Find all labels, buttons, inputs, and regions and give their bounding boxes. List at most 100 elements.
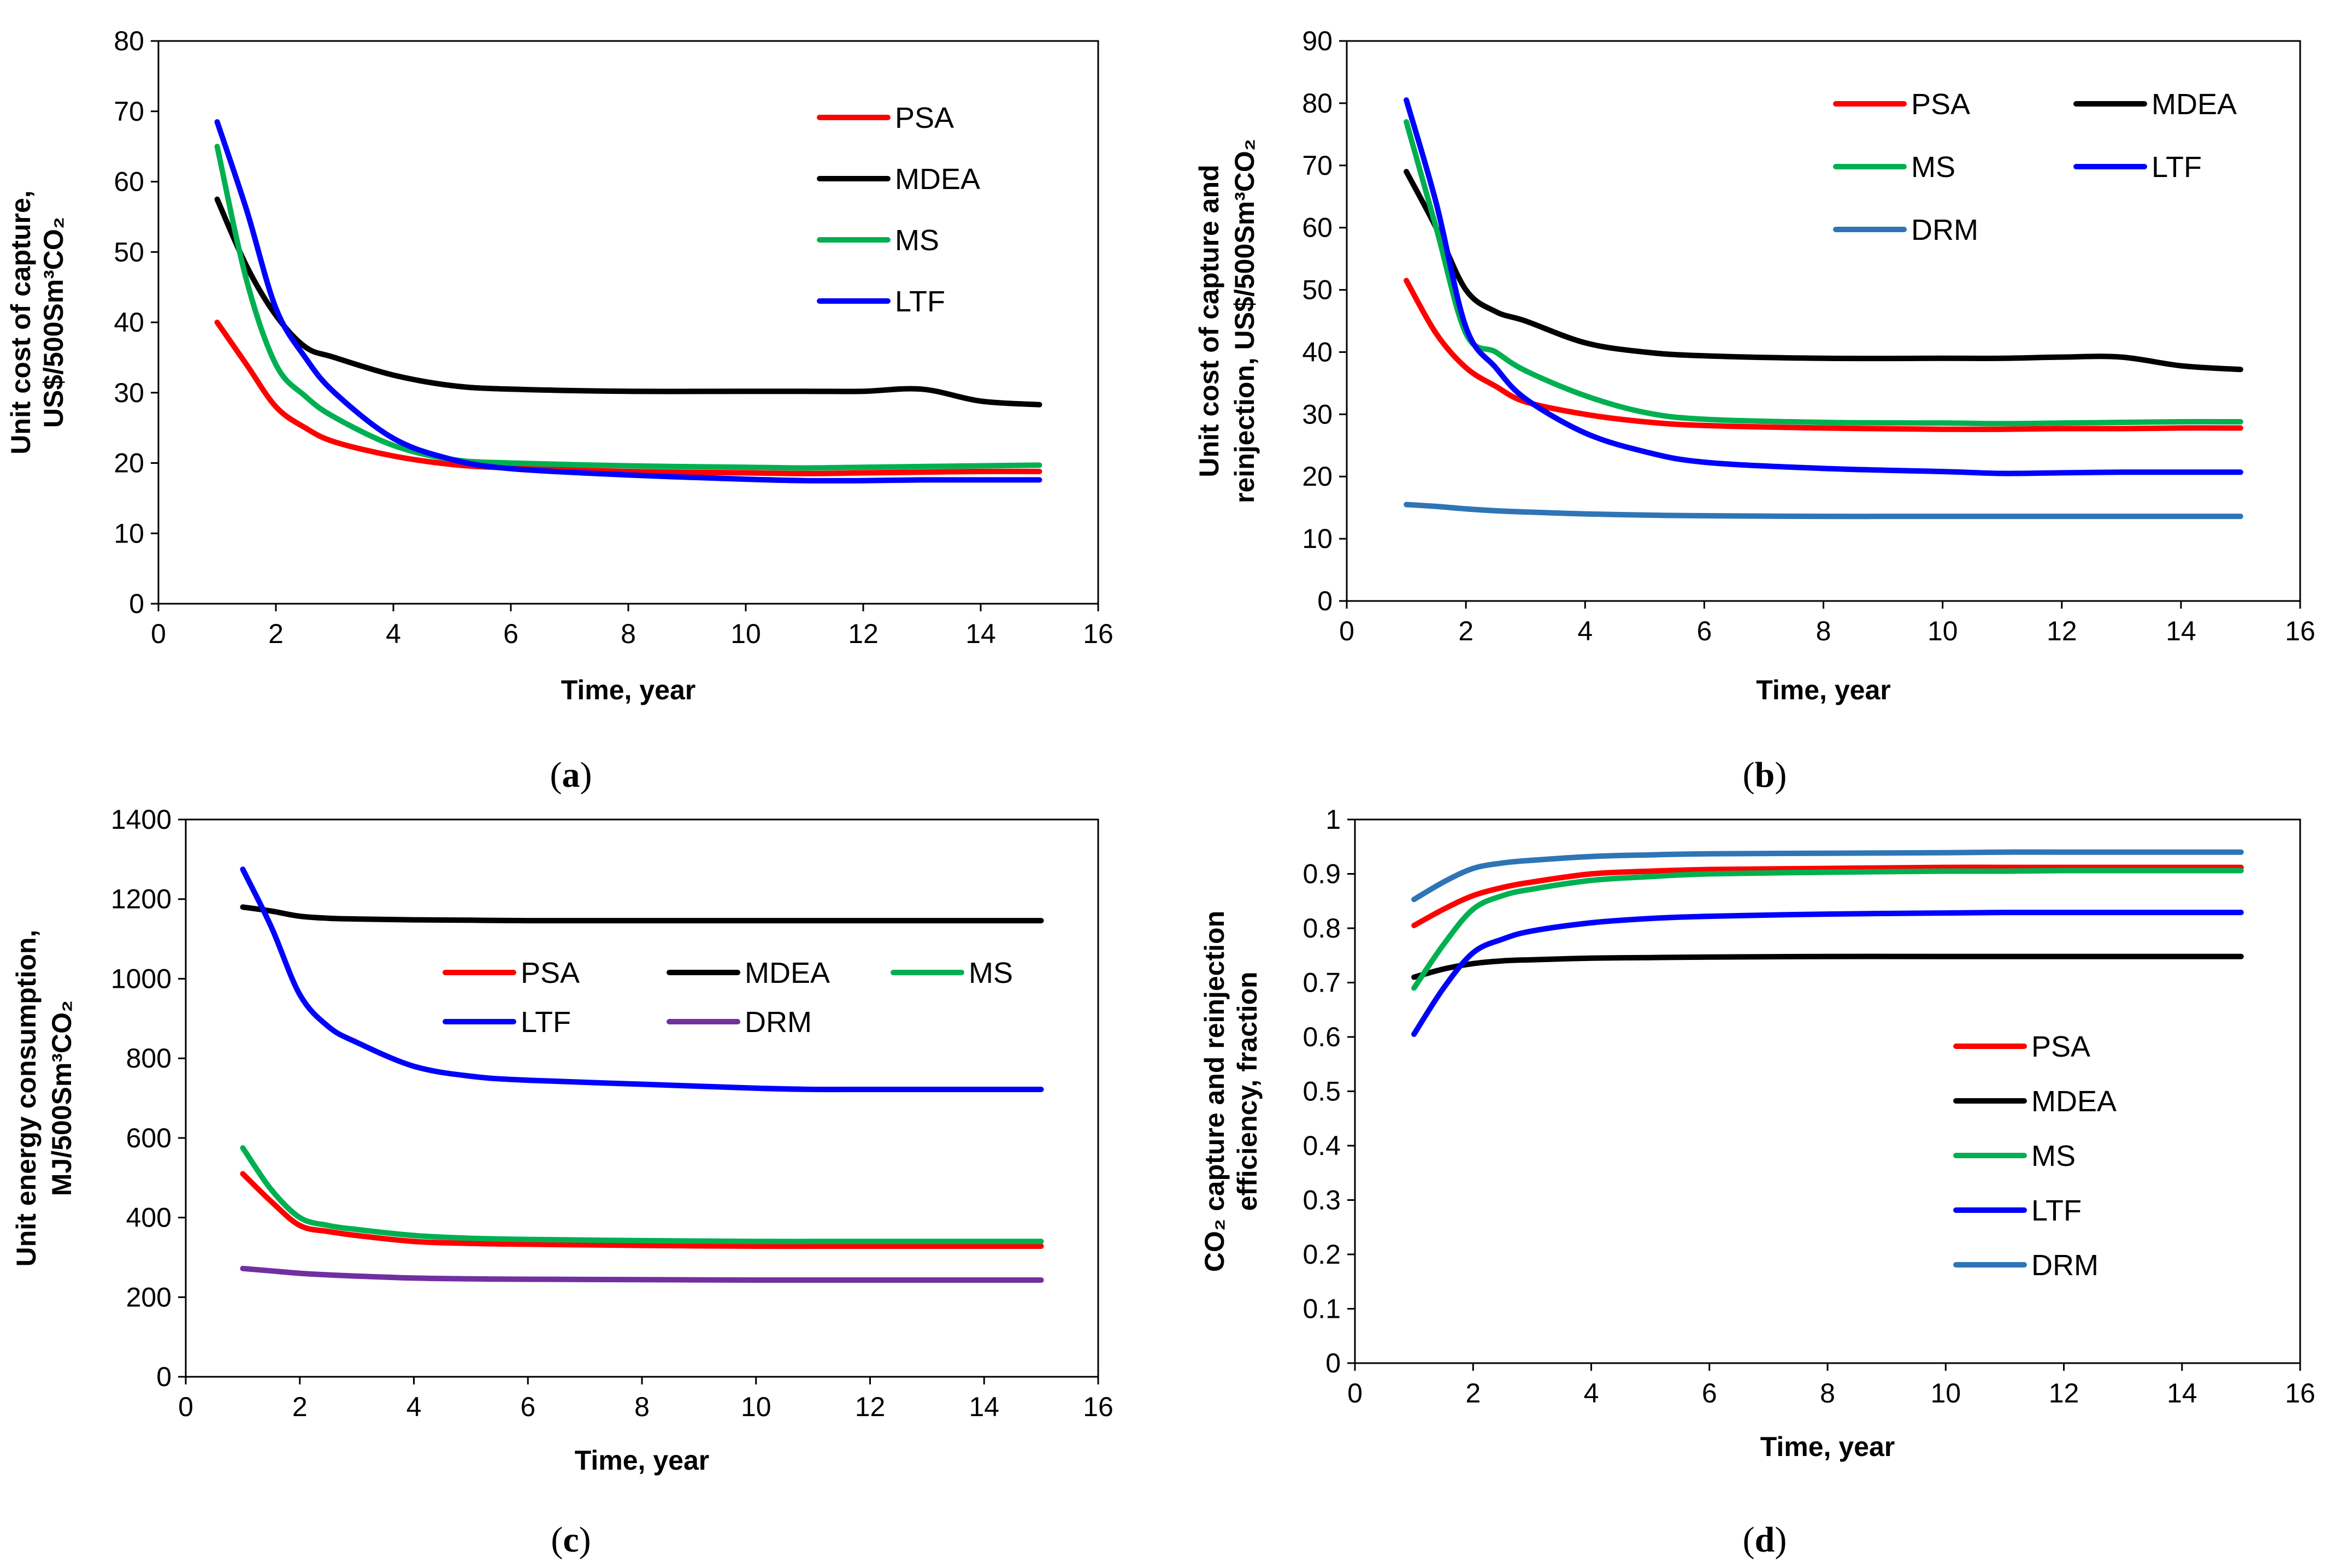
- panel-caption: (c): [551, 1520, 591, 1560]
- x-tick-label: 4: [406, 1392, 422, 1422]
- x-tick-label: 0: [151, 618, 166, 649]
- x-tick-label: 6: [503, 618, 518, 649]
- y-tick-label: 0.6: [1302, 1022, 1341, 1052]
- x-tick-label: 14: [969, 1392, 999, 1422]
- series-line-ltf: [240, 866, 1044, 1093]
- x-tick-label: 8: [634, 1392, 650, 1422]
- x-tick-label: 2: [292, 1392, 308, 1422]
- legend-label-psa: PSA: [1911, 88, 1970, 121]
- y-tick-label: 50: [114, 237, 144, 267]
- legend: PSA MDEA MS LTF DRM: [443, 957, 1013, 1039]
- y-tick-label: 400: [126, 1202, 172, 1233]
- y-tick-label: 20: [114, 448, 144, 479]
- y-tick-label: 0.9: [1302, 859, 1341, 889]
- y-tick-label: 0: [129, 588, 144, 619]
- legend-label-ltf: LTF: [521, 1006, 571, 1039]
- series-line-psa: [1411, 864, 2244, 928]
- x-tick-label: 12: [2047, 616, 2077, 646]
- legend-label-ltf: LTF: [2031, 1194, 2082, 1227]
- y-tick-label: 1000: [111, 963, 172, 994]
- legend-label-psa: PSA: [2031, 1030, 2090, 1063]
- x-tick-label: 14: [2167, 1378, 2197, 1408]
- x-tick-label: 4: [386, 618, 401, 649]
- x-axis-title: Time, year: [1756, 675, 1890, 705]
- y-tick-label: 0: [156, 1361, 172, 1392]
- y-axis-title-line-2: reinjection, US$/500Sm³CO₂: [1229, 139, 1260, 503]
- y-tick-label: 1400: [111, 804, 172, 835]
- panel-caption: (d): [1743, 1520, 1787, 1560]
- y-tick-label: 80: [1302, 88, 1333, 119]
- y-tick-label: 40: [1302, 337, 1333, 367]
- y-tick-label: 70: [1302, 150, 1333, 181]
- series-line-drm: [1411, 849, 2244, 903]
- legend-label-mdea: MDEA: [2152, 88, 2237, 121]
- series-line-drm: [1404, 502, 2243, 520]
- x-axis-title: Time, year: [1760, 1431, 1895, 1462]
- y-axis-title-line-2: efficiency, fraction: [1232, 971, 1263, 1211]
- y-tick-label: 600: [126, 1123, 172, 1153]
- x-tick-label: 12: [855, 1392, 886, 1422]
- y-tick-label: 70: [114, 96, 144, 127]
- x-tick-label: 2: [1465, 1378, 1481, 1408]
- series-line-mdea: [1411, 953, 2244, 980]
- y-tick-label: 50: [1302, 275, 1333, 305]
- x-tick-label: 16: [1083, 1392, 1113, 1422]
- legend-label-mdea: MDEA: [745, 957, 830, 989]
- y-tick-label: 0.1: [1302, 1294, 1341, 1324]
- y-tick-label: 40: [114, 307, 144, 338]
- x-tick-label: 0: [178, 1392, 193, 1422]
- plot-area-border: [185, 818, 1099, 1378]
- chart-panel-b: 0 10 20 30 40 50 60 70 80 90 0 2 4 6 8 10 12 14 16 Time, ye…: [1194, 26, 2315, 795]
- y-tick-label: 800: [126, 1043, 172, 1074]
- x-tick-label: 4: [1577, 616, 1593, 646]
- x-tick-label: 14: [965, 618, 996, 649]
- legend-label-ms: MS: [895, 224, 939, 257]
- y-tick-label: 200: [126, 1282, 172, 1312]
- legend: PSA MDEA MS LTF DRM: [1833, 88, 2237, 246]
- y-tick-label: 30: [1302, 399, 1333, 429]
- y-tick-label: 90: [1302, 26, 1333, 56]
- plot-area-border: [1354, 818, 2301, 1364]
- series-line-ltf: [214, 119, 1042, 484]
- chart-panel-d: 00.10.20.30.40.50.60.70.80.910 2 4 6 8 10 12 14…: [1199, 804, 2315, 1560]
- x-tick-label: 8: [1820, 1378, 1835, 1408]
- y-tick-label: 10: [114, 518, 144, 549]
- legend-label-psa: PSA: [895, 102, 954, 134]
- series-line-mdea: [1404, 169, 2243, 373]
- legend: PSA MDEA MS LTF: [817, 102, 980, 318]
- x-tick-label: 16: [1083, 618, 1113, 649]
- y-tick-label: 80: [114, 26, 144, 56]
- series-line-ms: [214, 144, 1042, 471]
- legend: PSA MDEA MS LTF DRM: [1953, 1030, 2117, 1282]
- y-tick-label: 60: [114, 167, 144, 197]
- chart-panel-a: 0 10 20 30 40 50 60 70 80 0 2 4 6 8 10 12 14 16 Time, year…: [5, 26, 1113, 795]
- panel-caption: (b): [1743, 755, 1787, 795]
- y-tick-label: 60: [1302, 213, 1333, 243]
- y-axis-title-line-1: Unit cost of capture and: [1194, 164, 1224, 477]
- x-tick-label: 0: [1339, 616, 1354, 646]
- x-tick-label: 16: [2285, 616, 2315, 646]
- plot-area-border: [157, 40, 1099, 605]
- x-tick-label: 12: [848, 618, 879, 649]
- legend-label-ms: MS: [1911, 151, 1955, 184]
- legend-label-psa: PSA: [521, 957, 580, 989]
- y-tick-label: 0.8: [1302, 913, 1341, 944]
- y-tick-label: 10: [1302, 523, 1333, 554]
- y-axis-title-line-2: US$/500Sm³CO₂: [38, 217, 69, 428]
- y-tick-label: 0: [1325, 1348, 1341, 1378]
- panel-caption: (a): [550, 755, 592, 795]
- y-tick-label: 0.5: [1302, 1076, 1341, 1107]
- y-tick-label: 0.3: [1302, 1185, 1341, 1216]
- legend-label-mdea: MDEA: [895, 163, 980, 196]
- x-tick-label: 10: [730, 618, 761, 649]
- x-tick-label: 10: [1928, 616, 1958, 646]
- chart-panel-c: 0 200 400 600 800 1000 1200 1400 0 2 4 6 8 10 12 14 16 Ti…: [11, 804, 1113, 1560]
- series-line-mdea: [240, 904, 1044, 924]
- y-tick-label: 30: [114, 378, 144, 408]
- x-axis-title: Time, year: [561, 675, 696, 705]
- y-tick-label: 1: [1325, 804, 1341, 835]
- y-tick-label: 0.4: [1302, 1130, 1341, 1161]
- x-tick-label: 6: [520, 1392, 535, 1422]
- y-tick-label: 0.2: [1302, 1239, 1341, 1270]
- x-axis-title: Time, year: [575, 1445, 709, 1476]
